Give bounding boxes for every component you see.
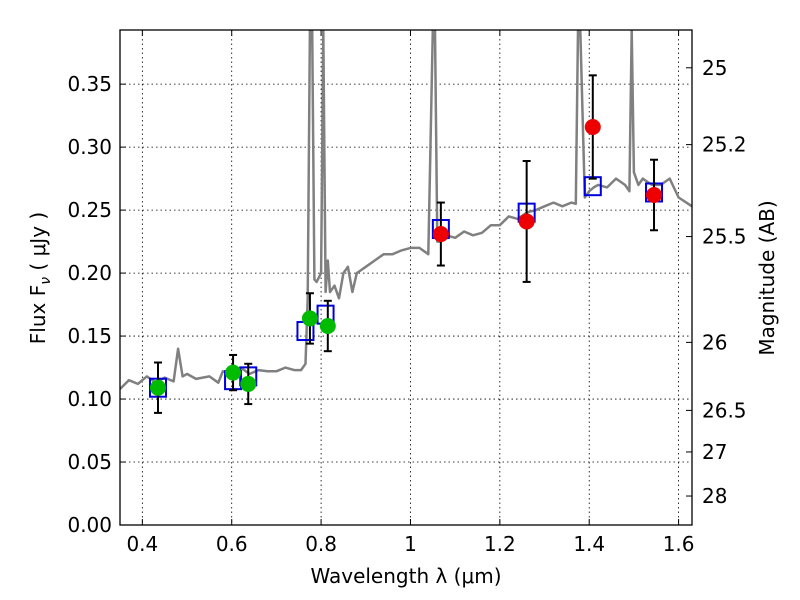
y2-tick-label: 26 (702, 330, 727, 354)
x-tick-label: 0.4 (126, 532, 158, 556)
red-data-point (584, 118, 601, 135)
x-tick-label: 1.4 (573, 532, 605, 556)
green-data-point (301, 310, 318, 327)
y-tick-label: 0.10 (67, 387, 112, 411)
plot-area (120, 30, 692, 414)
green-data-point (149, 379, 166, 396)
y-tick-label: 0.35 (67, 72, 112, 96)
y2-tick-label: 25 (702, 56, 727, 80)
y2-tick-label: 26.5 (702, 398, 747, 422)
red-data-point (646, 187, 663, 203)
y-axis-label-sub: ν (38, 277, 54, 285)
y2-tick-label: 27 (702, 440, 727, 464)
y2-axis-label-group: Magnitude (AB) (755, 200, 779, 355)
x-tick-label: 1.6 (663, 532, 695, 556)
x-tick-label: 1 (404, 532, 417, 556)
y-tick-label: 0.25 (67, 198, 112, 222)
x-tick-label: 0.8 (305, 532, 337, 556)
red-data-point (432, 226, 449, 243)
y-tick-label: 0.15 (67, 324, 112, 348)
model-photometry-boxes (148, 176, 664, 398)
green-data-point (225, 364, 242, 381)
y2-axis-label: Magnitude (AB) (755, 200, 779, 355)
y-tick-label: 0.20 (67, 261, 112, 285)
y2-tick-label: 28 (702, 484, 727, 508)
y-axis-label-group: Flux Fν ( μJy ) (26, 212, 54, 344)
y-tick-label: 0.00 (67, 513, 112, 537)
x-axis-label: Wavelength λ (μm) (310, 564, 501, 588)
y-tick-label: 0.30 (67, 135, 112, 159)
x-tick-label: 0.6 (216, 532, 248, 556)
green-data-point (319, 317, 336, 334)
grid-lines (120, 30, 692, 526)
y-axis-label-unit: ( μJy ) (26, 212, 50, 277)
x-tick-label: 1.2 (484, 532, 516, 556)
red-data-point (518, 213, 535, 230)
axis-ticks: 0.4 0.6 0.8 1 1.2 1.4 1.6 0.00 0.05 0.10 0.15 0.20 0… (67, 30, 747, 556)
green-data-point (240, 375, 257, 392)
y-axis-label-main: Flux F (26, 285, 50, 344)
y-axis-label: Flux Fν ( μJy ) (26, 212, 54, 344)
y-tick-label: 0.05 (67, 450, 112, 474)
y2-tick-label: 25.5 (702, 225, 747, 249)
plot-frame (119, 29, 693, 526)
measured-photometry-points (149, 118, 663, 396)
y2-tick-label: 25.2 (702, 133, 747, 157)
